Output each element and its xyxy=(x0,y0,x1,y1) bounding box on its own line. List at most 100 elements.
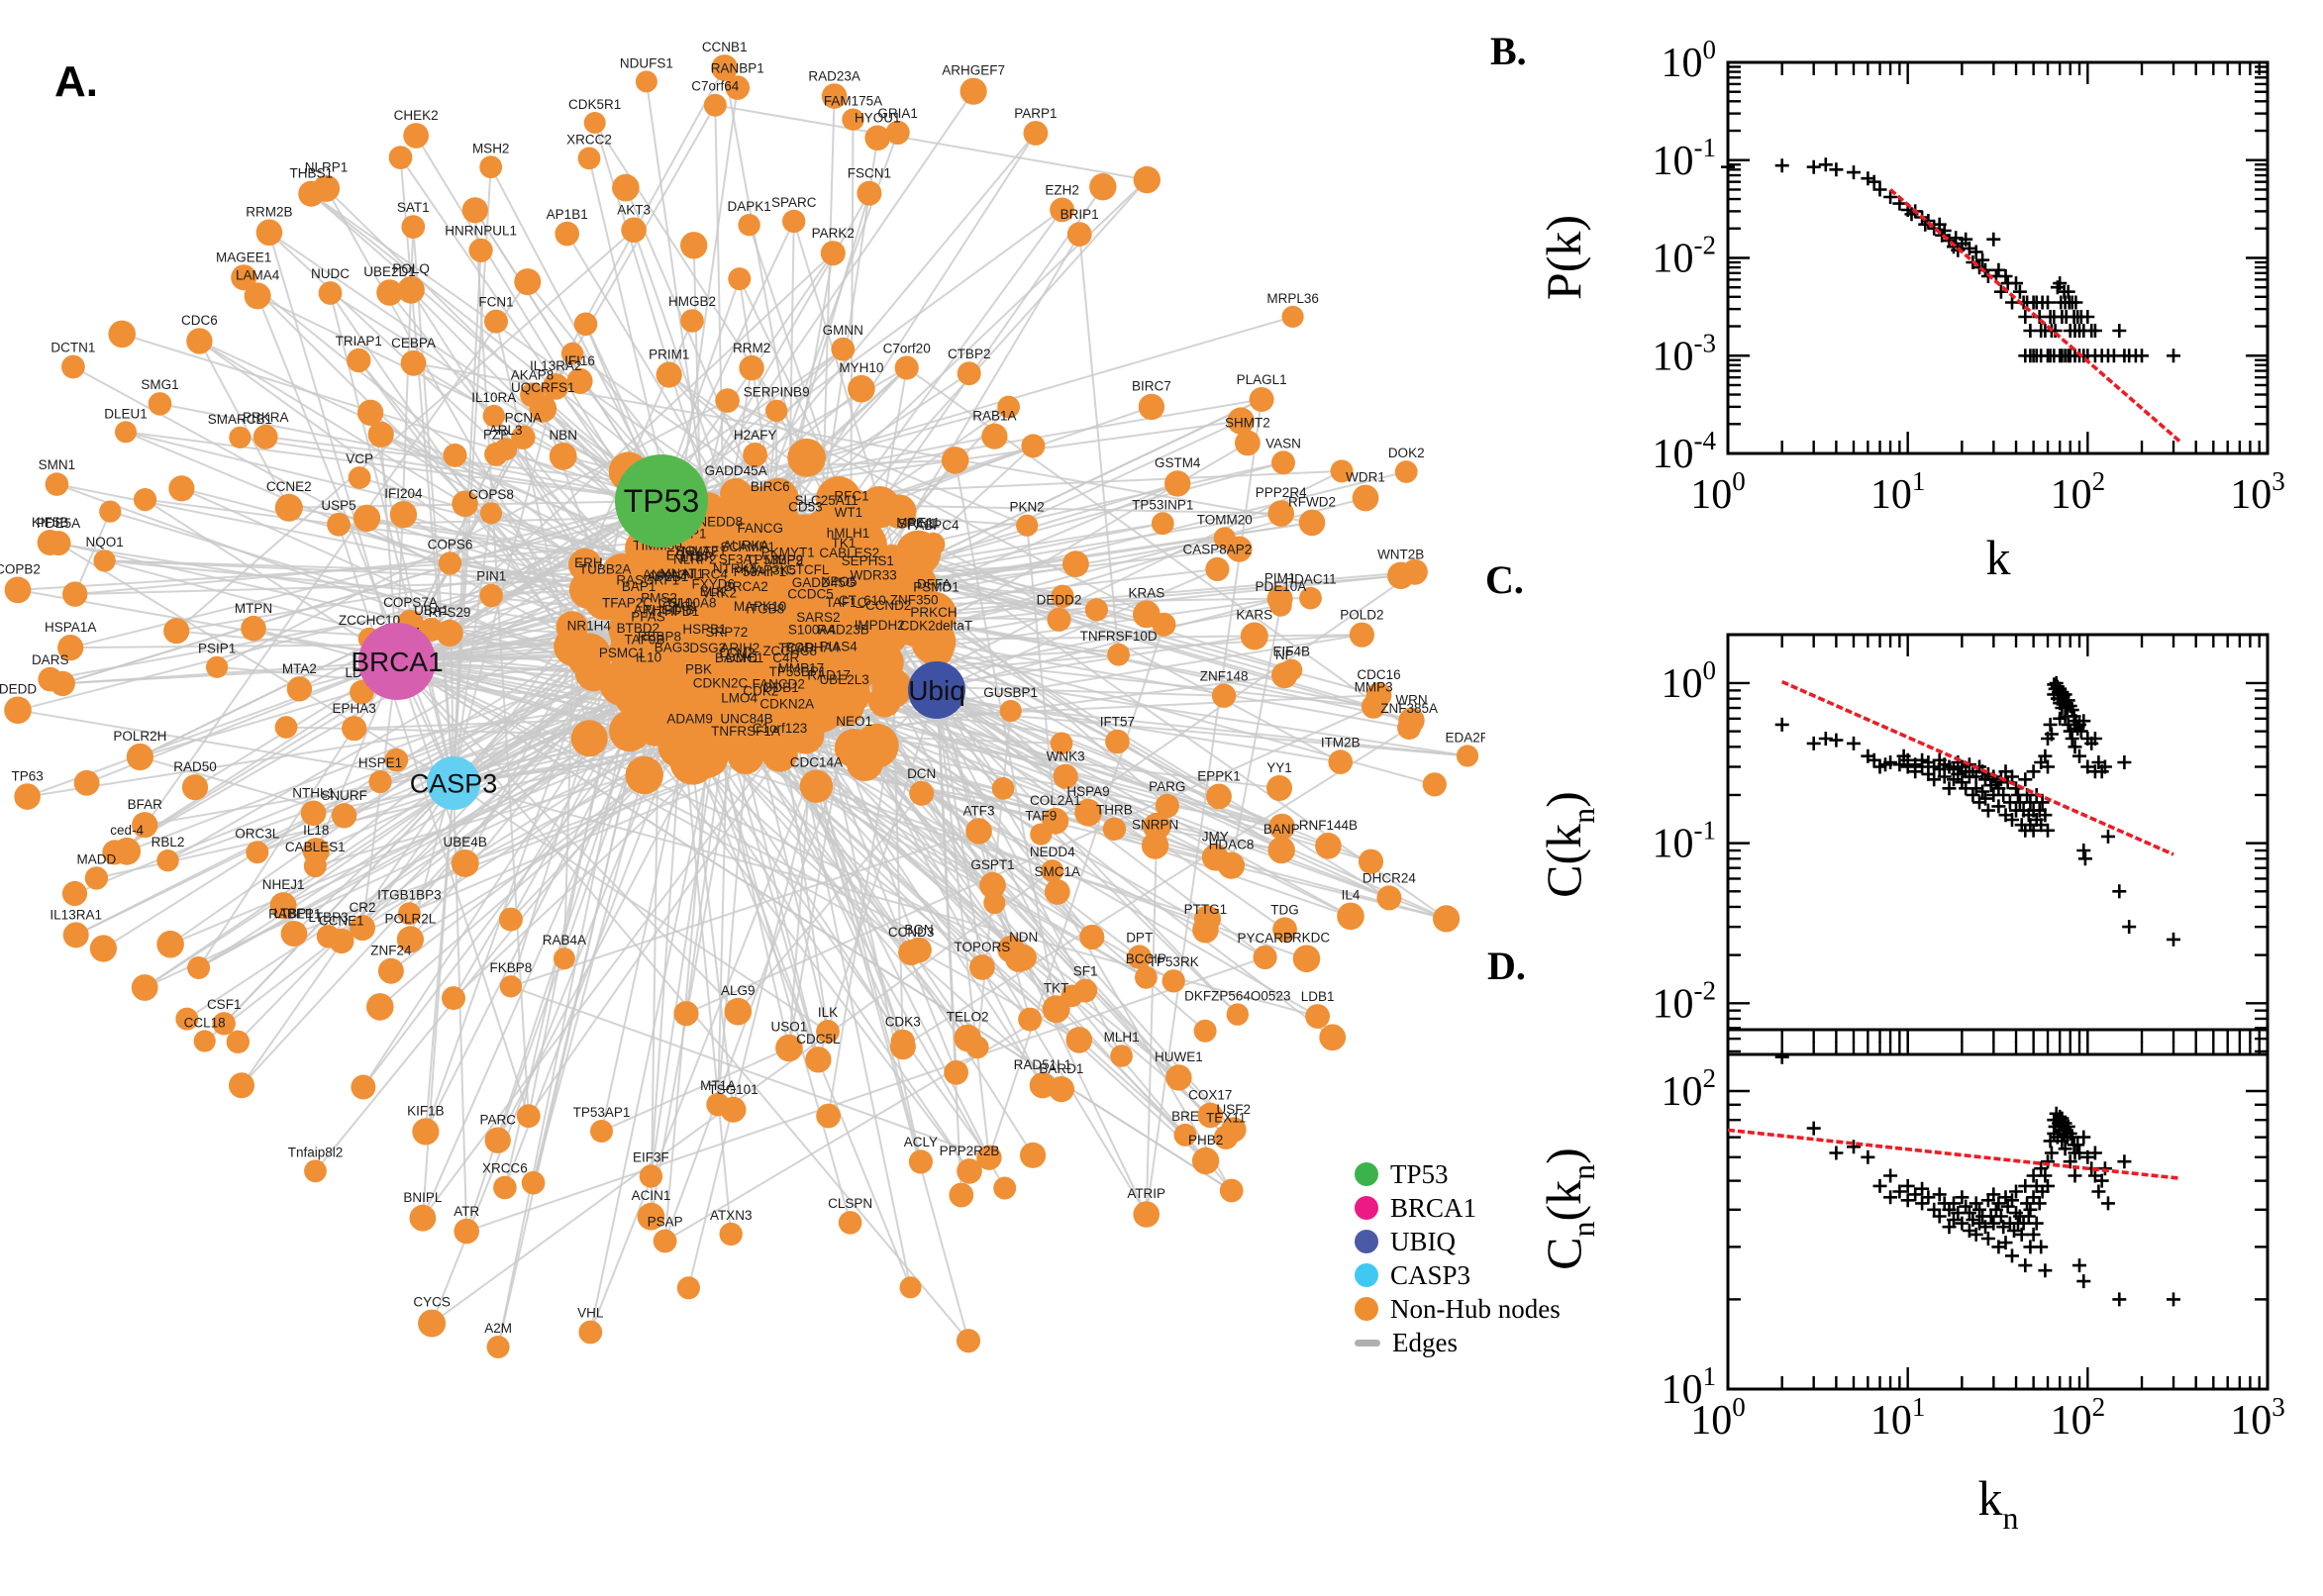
gene-label: EIF4B xyxy=(1272,645,1310,659)
network-node xyxy=(885,120,910,145)
gene-label: ILK xyxy=(818,1005,838,1020)
gene-label: IFI204 xyxy=(384,486,423,501)
data-point xyxy=(1915,1196,1930,1211)
gene-label: BRIP1 xyxy=(1060,207,1099,222)
gene-label: AKT3 xyxy=(617,203,651,218)
data-point xyxy=(2117,755,2132,769)
network-node xyxy=(917,594,956,633)
gene-label: IL10 xyxy=(636,650,661,665)
gene-label: IL10RA xyxy=(471,390,516,405)
gene-label: BAP1 xyxy=(622,579,656,594)
network-node xyxy=(367,421,394,448)
data-point xyxy=(2012,284,2027,299)
gene-label: WNK3 xyxy=(1047,749,1085,764)
network-node xyxy=(132,812,158,839)
data-point xyxy=(2073,724,2088,739)
network-node xyxy=(720,477,753,511)
gene-label: DCN xyxy=(907,766,936,781)
network-node xyxy=(1107,643,1130,666)
network-node xyxy=(442,986,465,1011)
gene-label: COPS6 xyxy=(428,537,473,551)
network-node xyxy=(635,70,657,93)
legend-item-casp3: CASP3 xyxy=(1355,1260,1561,1290)
gene-label: BTBD2 xyxy=(617,621,660,636)
network-node xyxy=(560,342,584,365)
network-node xyxy=(965,818,992,845)
gene-label: BAG3 xyxy=(655,640,690,654)
data-point xyxy=(2014,1227,2029,1242)
data-point xyxy=(2007,1224,2021,1238)
gene-label: MAGEE1 xyxy=(216,249,271,264)
data-point xyxy=(1969,1227,1983,1242)
network-node xyxy=(304,1159,327,1183)
gene-label: C7orf20 xyxy=(883,341,931,355)
data-point xyxy=(2058,1142,2072,1156)
data-point xyxy=(2018,1258,2033,1273)
gene-label: PYCARD xyxy=(1237,931,1293,946)
network-node xyxy=(1267,500,1294,527)
gene-label: UQCRFS1 xyxy=(511,380,575,395)
data-point xyxy=(2043,1134,2058,1148)
gene-label: DPT xyxy=(1126,930,1153,945)
gene-label: AKAP8 xyxy=(511,367,555,382)
network-node xyxy=(812,682,846,716)
data-point xyxy=(1986,1216,2001,1231)
network-node xyxy=(494,438,518,461)
gene-label: CD53 xyxy=(788,499,823,514)
network-node xyxy=(516,1104,541,1129)
gene-label: ZNF24 xyxy=(370,944,412,958)
network-node xyxy=(1281,305,1304,328)
network-node xyxy=(1030,823,1053,846)
y-tick-label: 10-4 xyxy=(1653,426,1717,477)
legend-item-tp53: TP53 xyxy=(1355,1158,1561,1189)
gene-label: PPP2R2B xyxy=(940,1144,1000,1158)
network-node xyxy=(396,926,424,953)
network-node xyxy=(1267,836,1295,864)
network-node xyxy=(1361,694,1386,719)
gene-label: ALG9 xyxy=(721,983,756,998)
gene-label: FANCG xyxy=(738,521,784,536)
network-node xyxy=(1066,222,1092,248)
gene-label: SMC1A xyxy=(1035,864,1081,879)
gene-label: DARS xyxy=(32,652,69,667)
legend-label: TP53 xyxy=(1390,1158,1449,1189)
gene-label: P53AIP1 xyxy=(734,564,786,579)
network-node xyxy=(484,1127,511,1153)
network-node xyxy=(1193,1019,1217,1043)
gene-label: PKMYT1 xyxy=(761,546,815,560)
gene-label: RAD23B xyxy=(817,622,869,637)
network-node xyxy=(1358,848,1384,874)
gene-label: CEBPA xyxy=(391,336,436,350)
network-node xyxy=(556,611,588,644)
network-node xyxy=(882,494,917,529)
gene-label: TKT xyxy=(1044,980,1069,995)
gene-label: WDR33 xyxy=(851,567,897,582)
gene-label: RAD23A xyxy=(808,68,860,83)
gene-label: NEDD8 xyxy=(697,515,743,530)
network-node xyxy=(1133,1201,1160,1228)
data-point xyxy=(1998,269,2013,283)
y-axis-title: C(kn) xyxy=(1536,791,1601,898)
gene-label: ITGB1BP3 xyxy=(377,887,442,902)
network-node xyxy=(1047,607,1071,632)
gene-label: ERH xyxy=(574,555,603,570)
gene-label: SMN1 xyxy=(39,457,76,472)
network-node xyxy=(274,716,298,739)
gene-label: PRKDC xyxy=(1283,930,1331,945)
network-node xyxy=(1268,813,1295,841)
data-point xyxy=(2080,310,2095,324)
data-point xyxy=(1847,1140,1861,1154)
network-node xyxy=(45,472,69,496)
legend-item-edges: Edges xyxy=(1355,1328,1561,1357)
gene-label: NEO1 xyxy=(836,714,872,729)
data-point xyxy=(2167,1292,2180,1307)
legend-label: UBIQ xyxy=(1390,1226,1456,1256)
network-node xyxy=(1272,917,1297,943)
gene-label: PCNA xyxy=(505,411,543,426)
gene-label: CDKN2A xyxy=(759,697,814,712)
gene-label: CLSPN xyxy=(828,1196,872,1211)
gene-label: NUDC xyxy=(311,266,350,281)
network-node xyxy=(163,618,190,645)
network-node xyxy=(255,219,283,247)
data-point xyxy=(1955,1216,1970,1231)
